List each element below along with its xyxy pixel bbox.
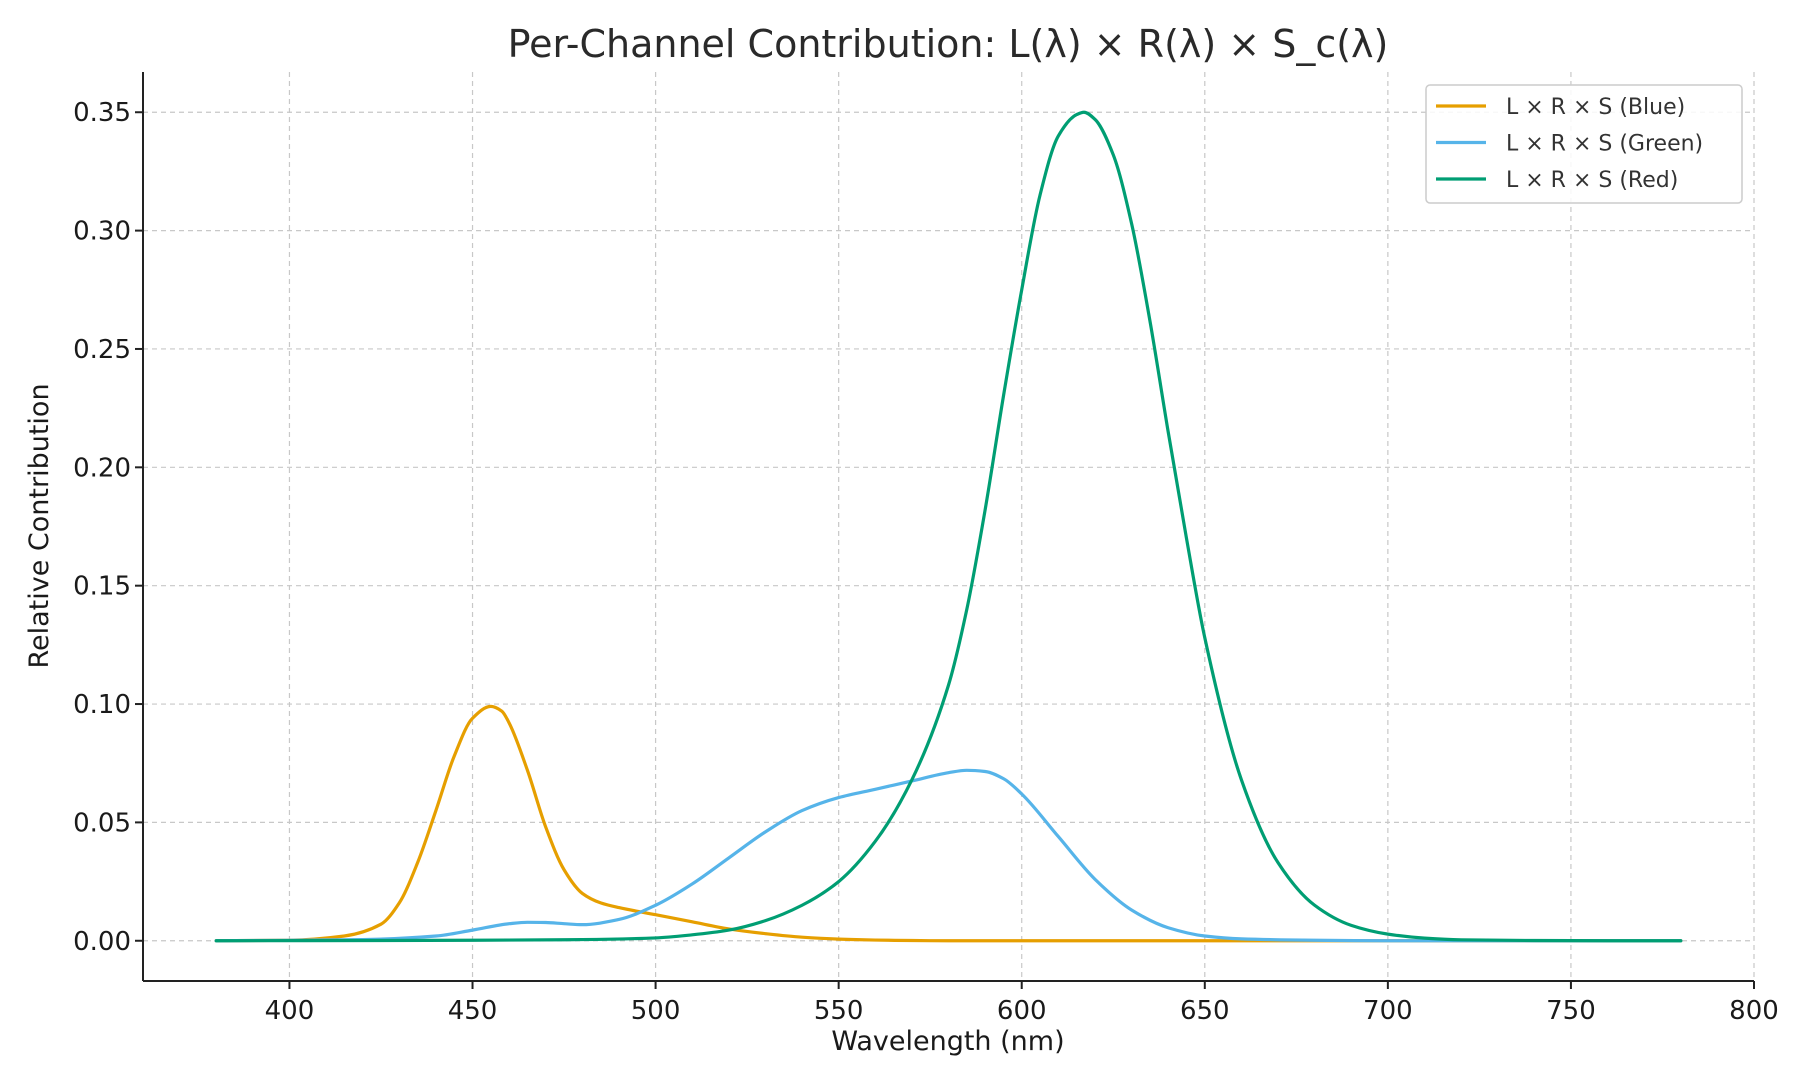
grid-layer [143, 72, 1755, 981]
x-tick-label: 600 [997, 996, 1047, 1026]
blue-series-line [214, 704, 1683, 943]
red-series-line [214, 110, 1683, 943]
green-series-line [214, 768, 1683, 943]
legend-label: L × R × S (Green) [1506, 132, 1703, 157]
x-tick-label: 700 [1363, 996, 1413, 1026]
legend-item-red: L × R × S (Red) [1436, 168, 1678, 193]
y-tick-label: 0.35 [73, 98, 131, 128]
ticks-layer: 400 450 500 550 600 650 700 750 800 0.00 0.05 0.10 0… [73, 98, 1779, 1026]
x-tick-label: 500 [631, 996, 681, 1026]
y-tick-label: 0.10 [73, 690, 131, 720]
y-tick-label: 0.05 [73, 808, 131, 838]
axes-layer [142, 72, 1754, 982]
y-tick-label: 0.15 [73, 572, 131, 602]
y-tick-label: 0.00 [73, 927, 131, 957]
y-tick-label: 0.30 [73, 217, 131, 247]
x-axis-label: Wavelength (nm) [831, 1026, 1064, 1057]
x-tick-label: 400 [265, 996, 315, 1026]
legend-box [1425, 84, 1743, 204]
x-tick-label: 450 [448, 996, 498, 1026]
y-axis-label: Relative Contribution [24, 383, 55, 668]
series-layer [214, 110, 1683, 943]
legend-item-green: L × R × S (Green) [1436, 132, 1703, 157]
x-tick-label: 550 [814, 996, 864, 1026]
x-tick-label: 800 [1729, 996, 1779, 1026]
legend-items: L × R × S (Blue) L × R × S (Green) L × R ×… [1436, 95, 1703, 193]
legend-label: L × R × S (Blue) [1506, 95, 1685, 120]
legend-label: L × R × S (Red) [1506, 168, 1678, 193]
y-tick-label: 0.25 [73, 335, 131, 365]
x-tick-label: 650 [1180, 996, 1230, 1026]
legend-item-blue: L × R × S (Blue) [1436, 95, 1685, 120]
x-tick-label: 750 [1546, 996, 1596, 1026]
y-tick-label: 0.20 [73, 453, 131, 483]
legend: L × R × S (Blue) L × R × S (Green) L × R ×… [1425, 84, 1743, 204]
chart-title: Per-Channel Contribution: L(λ) × R(λ) × … [508, 22, 1389, 66]
